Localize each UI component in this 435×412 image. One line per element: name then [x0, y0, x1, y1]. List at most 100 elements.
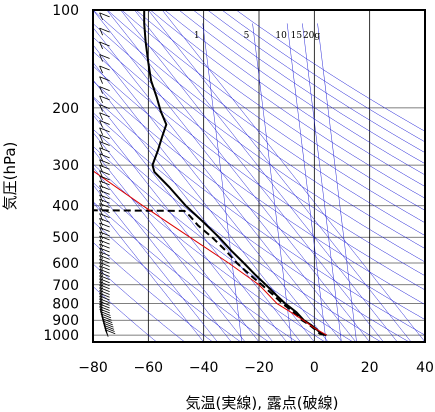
wind-barb-flag: [99, 95, 103, 104]
dry-adiabat-line: [135, 10, 425, 211]
wind-barb-flag: [99, 227, 103, 235]
wind-barb-shaft: [99, 303, 110, 309]
wind-barb-shaft: [99, 235, 110, 241]
wind-barb-shaft: [99, 213, 110, 218]
mixing-ratio-label: 1: [194, 31, 200, 41]
wind-barb-flag: [99, 235, 103, 244]
wind-barb-flag: [99, 147, 103, 155]
x-tick-label: −20: [244, 360, 274, 376]
dry-adiabat-line: [121, 10, 425, 224]
x-tick-label: −80: [78, 360, 108, 376]
y-tick-label: 1000: [43, 328, 79, 344]
wind-barb-flag: [99, 120, 103, 128]
wind-barb-shaft: [99, 284, 110, 290]
wind-barb-flag: [99, 243, 103, 252]
mixing-ratio-line: [286, 23, 327, 342]
dry-adiabat-line: [93, 241, 213, 342]
wind-barb-shaft: [99, 217, 110, 223]
wind-barb-flag: [99, 262, 103, 270]
mixing-ratio-line: [252, 23, 292, 342]
dry-adiabat-line: [93, 128, 382, 342]
dry-adiabat-line: [93, 36, 425, 277]
wind-barb-shaft: [99, 76, 110, 82]
y-axis-title: 気圧(hPa): [1, 142, 19, 211]
moist-adiabat-line: [93, 201, 204, 342]
wind-barb-shaft: [99, 208, 110, 213]
wind-barb-shaft: [99, 198, 110, 204]
wind-barb-shaft: [99, 272, 110, 277]
wind-barb-shaft: [99, 112, 110, 118]
dry-adiabat-line: [178, 10, 425, 176]
dry-adiabat-line: [93, 182, 298, 342]
dry-adiabat-line: [93, 50, 425, 291]
dry-adiabat-line: [93, 65, 425, 305]
wind-barb-shaft: [99, 127, 110, 133]
moist-adiabat-line: [134, 10, 398, 342]
wind-barb-flag: [99, 54, 103, 62]
moist-adiabat-line: [93, 10, 357, 342]
wind-barb-shaft: [101, 315, 112, 321]
dry-adiabat-line: [193, 10, 425, 164]
y-tick-label: 300: [52, 158, 79, 174]
wind-barb-shaft: [99, 251, 110, 257]
wind-barb-shaft: [105, 329, 116, 335]
wind-barb-shaft: [99, 104, 110, 109]
wind-barbs: [99, 12, 116, 337]
y-tick-label: 700: [52, 278, 79, 294]
wind-barb-shaft: [99, 275, 110, 280]
x-tick-label: 40: [416, 360, 434, 376]
moist-adiabat-line: [93, 62, 315, 342]
wind-barb-shaft: [99, 255, 110, 260]
wind-barb-shaft: [99, 239, 110, 245]
wind-barb-shaft: [99, 180, 110, 186]
moist-adiabat-line: [148, 10, 412, 342]
moist-adiabat-line: [106, 10, 370, 342]
mixing-ratio-line: [317, 23, 357, 342]
wind-barb-flag: [99, 112, 103, 120]
y-tick-label: 900: [52, 313, 79, 329]
moist-adiabat-line: [93, 44, 329, 342]
x-tick-label: −40: [189, 360, 219, 376]
wind-barb-shaft: [103, 324, 115, 330]
wind-barb-flag: [99, 41, 103, 50]
mixing-ratio-labels: 1 5 10 15 20g: [194, 31, 321, 41]
wind-barb-shaft: [99, 189, 110, 195]
wind-barb-shaft: [99, 278, 110, 284]
x-axis-title: 気温(実線), 露点(破線): [186, 394, 339, 412]
wind-barb-flag: [99, 28, 103, 36]
wind-barb-flag: [99, 153, 103, 162]
wind-barb-shaft: [99, 27, 110, 33]
wind-barb-flag: [99, 255, 103, 263]
moist-adiabat-line: [93, 166, 232, 342]
wind-barb-flag: [99, 239, 103, 248]
wind-barb-shaft: [99, 95, 110, 101]
wind-barb-shaft: [99, 265, 110, 271]
dry-adiabat-line: [93, 10, 425, 249]
wind-barb-shaft: [99, 141, 110, 146]
wind-barb-flag: [99, 12, 103, 21]
wind-barb-shaft: [99, 54, 110, 59]
wind-barb-shaft: [99, 300, 110, 306]
wind-barb-shaft: [104, 327, 115, 332]
wind-barb-flag: [99, 165, 103, 173]
wind-barb-shaft: [99, 65, 110, 71]
mixing-ratio-label: 5: [244, 31, 250, 41]
wind-barb-shaft: [99, 41, 110, 47]
dry-adiabat-line: [93, 163, 326, 342]
wind-barb-shaft: [99, 203, 110, 208]
wind-barb-shaft: [99, 308, 110, 314]
mixing-ratio-line: [202, 23, 242, 342]
wind-barb-shaft: [99, 175, 110, 181]
sounding-line-1: [143, 10, 327, 337]
y-tick-label: 400: [52, 199, 79, 215]
wind-barb-shaft: [100, 311, 111, 316]
wind-barb-shaft: [99, 243, 110, 249]
dry-adiabat-line: [93, 80, 425, 320]
wind-barb-flag: [99, 159, 103, 167]
y-tick-label: 600: [52, 256, 79, 272]
wind-barb-shaft: [99, 306, 110, 311]
wind-barb-flag: [99, 247, 103, 256]
wind-barb-flag: [99, 251, 103, 259]
